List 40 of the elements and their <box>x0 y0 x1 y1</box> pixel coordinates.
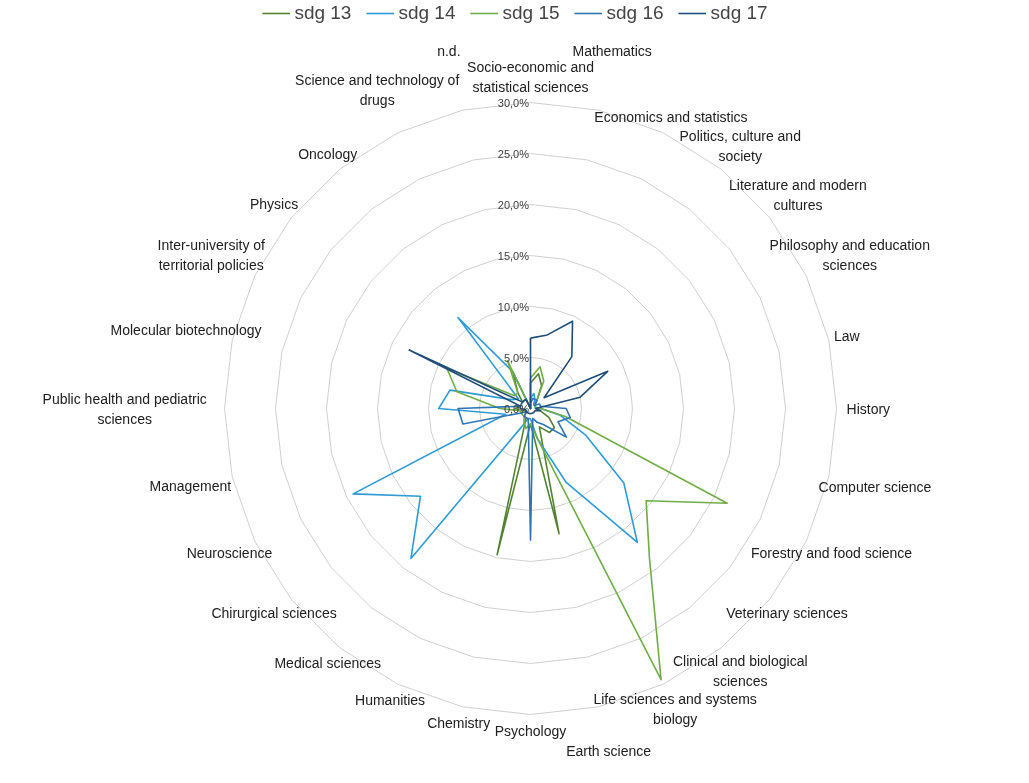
spoke-label: Mathematics <box>572 42 652 59</box>
legend-label: sdg 15 <box>502 2 560 24</box>
spoke-label: Oncology <box>298 146 358 163</box>
y-tick-label: 15,0% <box>497 249 530 262</box>
spoke-label: History <box>846 400 891 417</box>
spoke-label: Life sciences and systems biology <box>593 690 757 727</box>
y-tick-label: 10,0% <box>497 300 530 313</box>
legend-label: sdg 17 <box>710 2 768 24</box>
spoke-label: Forestry and food science <box>751 545 913 562</box>
y-tick-label: 25,0% <box>497 147 530 160</box>
spoke-label: Earth science <box>566 742 652 759</box>
spoke-label: Politics, culture and society <box>679 127 801 164</box>
spoke-label: Molecular biotechnology <box>110 321 262 338</box>
spoke-label: Veterinary sciences <box>726 605 848 622</box>
spoke-label: Medical sciences <box>274 654 382 671</box>
spoke-label: Socio-economic and statistical sciences <box>467 59 594 95</box>
spoke-label: Neuroscience <box>186 545 273 562</box>
spoke-label: Chirurgical sciences <box>211 605 337 622</box>
spoke-label: Management <box>149 478 232 495</box>
spoke-label: Humanities <box>355 692 426 709</box>
y-tick-label: 5,0% <box>503 351 530 364</box>
y-tick-label: 0,0% <box>503 402 530 415</box>
legend-label: sdg 16 <box>606 2 664 24</box>
spoke-label: Economics and statistics <box>594 108 748 125</box>
spoke-label: Chemistry <box>427 715 491 732</box>
legend-label: sdg 13 <box>294 2 352 24</box>
spoke-label: Psychology <box>494 723 567 740</box>
y-tick-label: 20,0% <box>497 198 530 211</box>
spoke-label: Science and technology of drugs <box>295 72 460 109</box>
spoke-label: Clinical and biological sciences <box>672 653 808 690</box>
spoke-label: n.d. <box>437 42 461 59</box>
legend-label: sdg 14 <box>398 2 456 24</box>
spoke-label: Computer science <box>818 479 932 496</box>
spoke-label: Philosophy and education sciences <box>769 236 930 273</box>
spoke-label: Law <box>833 328 861 345</box>
spoke-label: Physics <box>249 195 299 212</box>
spoke-label: Inter-university of territorial policies <box>157 236 266 273</box>
y-tick-label: 30,0% <box>497 96 530 109</box>
spoke-label: Literature and modern cultures <box>729 177 867 214</box>
spoke-label: Public health and pediatric sciences <box>42 390 207 427</box>
